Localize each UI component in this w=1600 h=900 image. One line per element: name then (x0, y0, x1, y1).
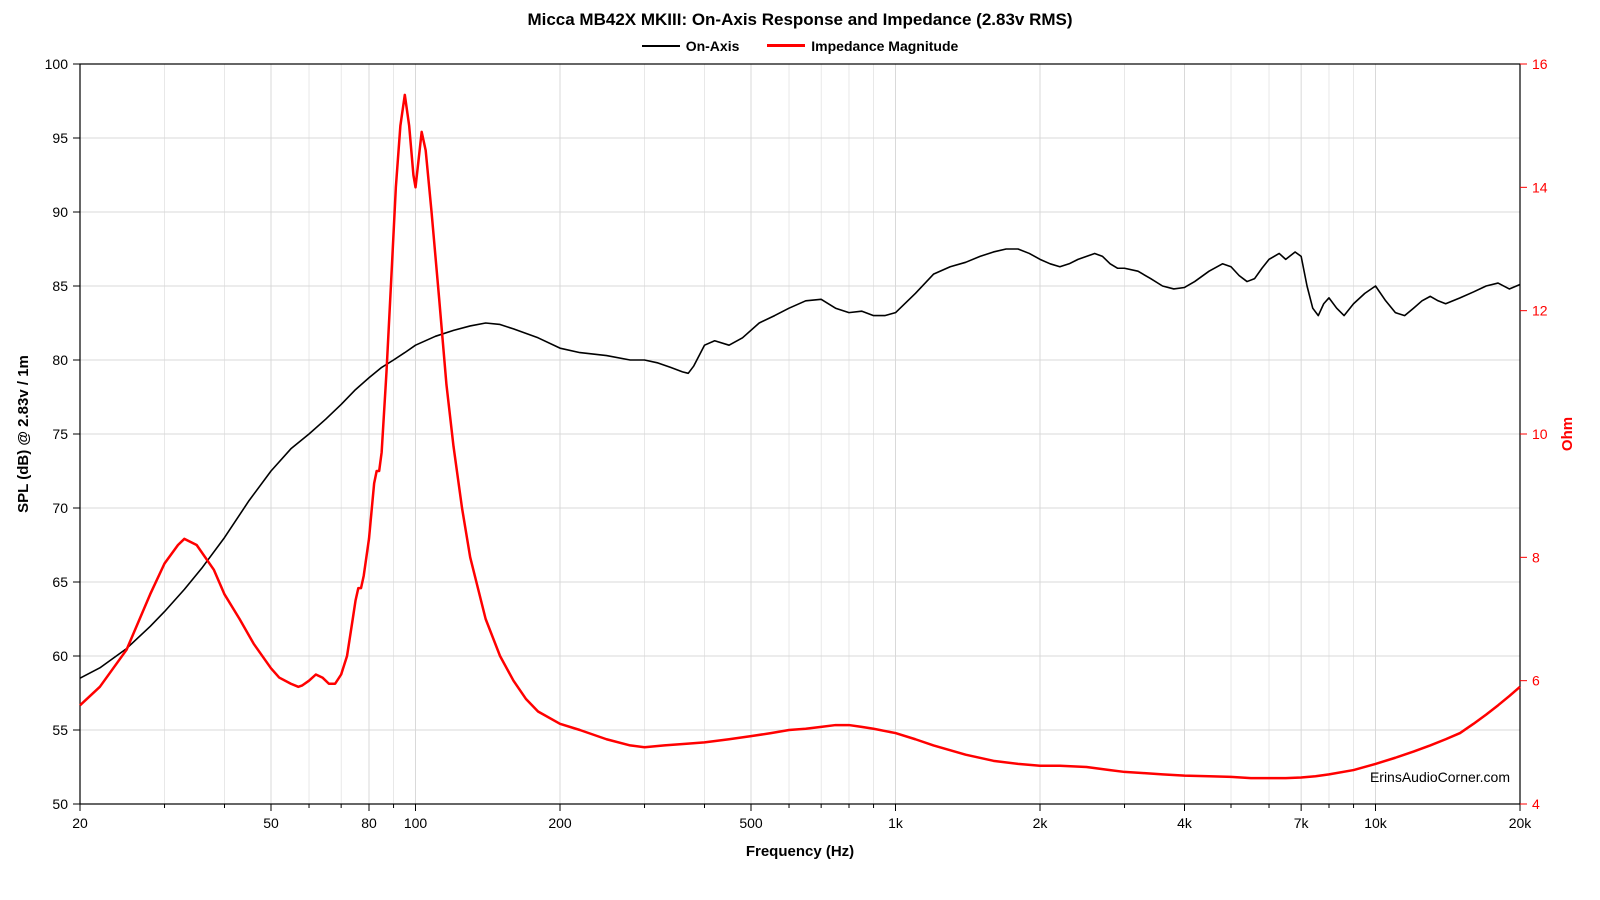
svg-text:8: 8 (1532, 549, 1540, 565)
svg-text:4k: 4k (1177, 815, 1193, 831)
svg-text:1k: 1k (888, 815, 904, 831)
svg-text:14: 14 (1532, 179, 1548, 195)
chart-svg: 2050801002005001k2k4k7k10k20k50556065707… (0, 54, 1600, 874)
svg-text:95: 95 (52, 130, 68, 146)
chart-title: Micca MB42X MKIII: On-Axis Response and … (0, 10, 1600, 30)
svg-text:4: 4 (1532, 796, 1540, 812)
svg-text:100: 100 (404, 815, 428, 831)
svg-text:16: 16 (1532, 56, 1548, 72)
svg-text:75: 75 (52, 426, 68, 442)
svg-text:85: 85 (52, 278, 68, 294)
legend-item-impedance: Impedance Magnitude (767, 38, 958, 54)
legend-item-on-axis: On-Axis (642, 38, 740, 54)
svg-text:Frequency (Hz): Frequency (Hz) (746, 843, 854, 860)
svg-text:100: 100 (45, 56, 69, 72)
svg-text:2k: 2k (1033, 815, 1049, 831)
svg-text:80: 80 (361, 815, 377, 831)
svg-text:200: 200 (548, 815, 572, 831)
legend-swatch-on-axis (642, 45, 680, 47)
svg-text:12: 12 (1532, 303, 1548, 319)
svg-text:65: 65 (52, 574, 68, 590)
plot-area: 2050801002005001k2k4k7k10k20k50556065707… (0, 54, 1600, 874)
svg-text:80: 80 (52, 352, 68, 368)
svg-text:7k: 7k (1294, 815, 1310, 831)
svg-text:60: 60 (52, 648, 68, 664)
svg-text:6: 6 (1532, 673, 1540, 689)
svg-text:55: 55 (52, 722, 68, 738)
legend: On-Axis Impedance Magnitude (0, 34, 1600, 54)
svg-text:SPL (dB) @ 2.83v / 1m: SPL (dB) @ 2.83v / 1m (15, 355, 32, 513)
svg-text:Ohm: Ohm (1559, 417, 1576, 451)
legend-swatch-impedance (767, 44, 805, 47)
svg-text:70: 70 (52, 500, 68, 516)
legend-label-on-axis: On-Axis (686, 38, 740, 54)
svg-text:500: 500 (739, 815, 763, 831)
svg-text:10k: 10k (1364, 815, 1388, 831)
svg-text:20: 20 (72, 815, 88, 831)
watermark: ErinsAudioCorner.com (1370, 769, 1510, 785)
svg-text:90: 90 (52, 204, 68, 220)
svg-text:50: 50 (263, 815, 279, 831)
legend-label-impedance: Impedance Magnitude (811, 38, 958, 54)
svg-text:50: 50 (52, 796, 68, 812)
svg-text:10: 10 (1532, 426, 1548, 442)
svg-text:20k: 20k (1509, 815, 1533, 831)
